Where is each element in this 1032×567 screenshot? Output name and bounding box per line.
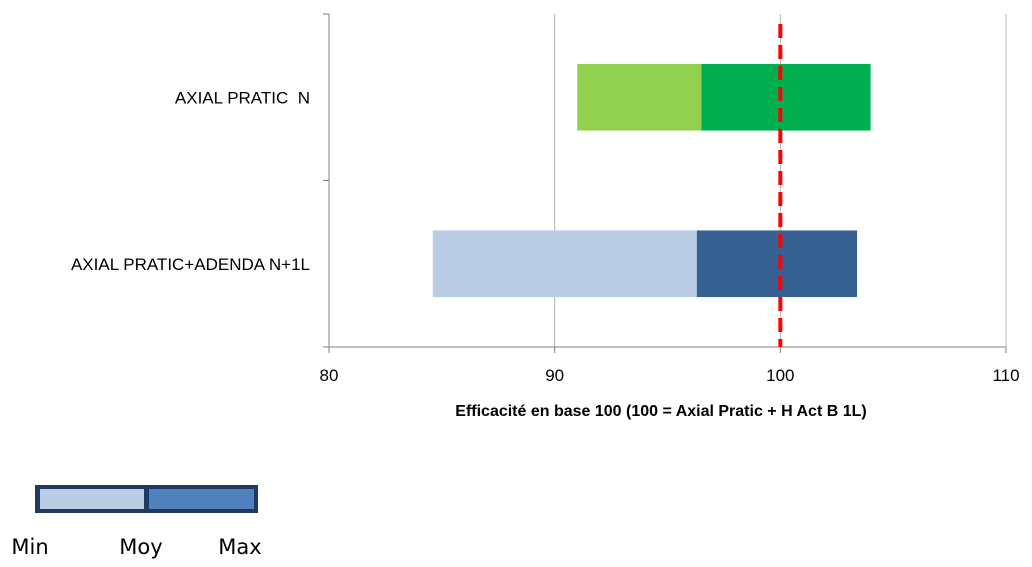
legend-label: Min (11, 535, 48, 559)
legend-swatch-min-moy (40, 489, 144, 509)
category-labels: AXIAL PRATIC N AXIAL PRATIC+ADENDA N+1L (71, 88, 310, 274)
category-label: AXIAL PRATIC+ADENDA N+1L (71, 255, 310, 274)
legend-label: Max (218, 535, 261, 559)
x-tick-label: 110 (992, 366, 1019, 385)
legend: Min Moy Max (11, 485, 262, 559)
legend-label: Moy (119, 535, 162, 559)
legend-swatch-moy-max (149, 489, 254, 509)
axes (323, 13, 1007, 353)
tick-labels: 80 90 100 110 (320, 366, 1020, 385)
x-tick-label: 80 (320, 366, 339, 385)
category-label: AXIAL PRATIC N (175, 88, 310, 107)
bars (432, 63, 871, 298)
bar-segment-moy-max (696, 230, 858, 298)
x-axis-title: Efficacité en base 100 (100 = Axial Prat… (455, 403, 866, 420)
bar-segment-min-moy (577, 63, 702, 131)
bar-segment-min-moy (432, 230, 697, 298)
x-tick-label: 90 (545, 366, 564, 385)
bar-segment-moy-max (701, 63, 871, 131)
x-tick-label: 100 (766, 366, 794, 385)
